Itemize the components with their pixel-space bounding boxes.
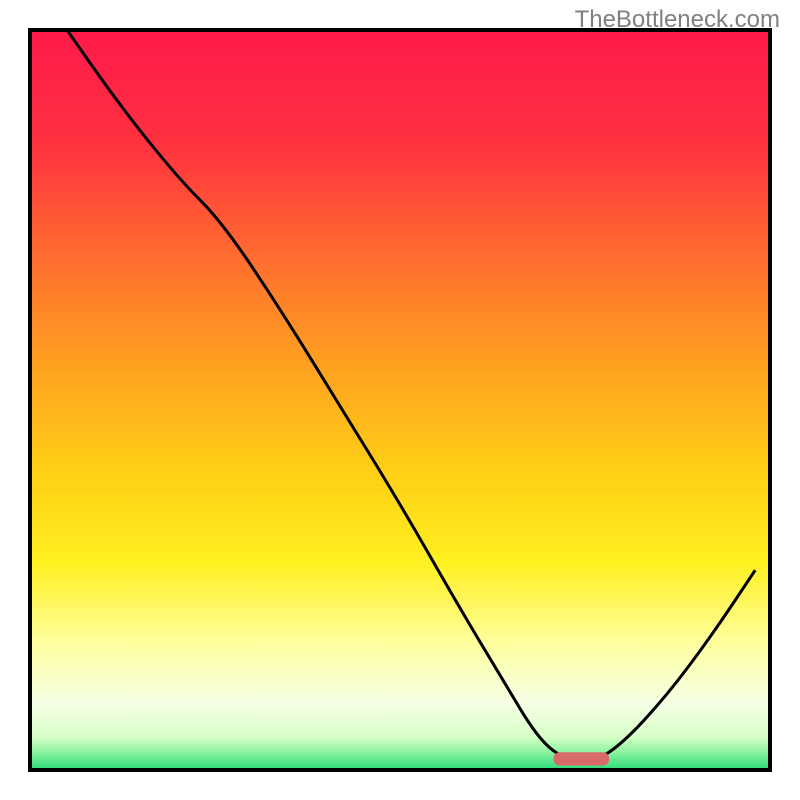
optimal-marker	[554, 752, 610, 765]
gradient-background	[30, 30, 770, 770]
watermark-text: TheBottleneck.com	[575, 6, 780, 34]
bottleneck-chart	[0, 0, 800, 800]
